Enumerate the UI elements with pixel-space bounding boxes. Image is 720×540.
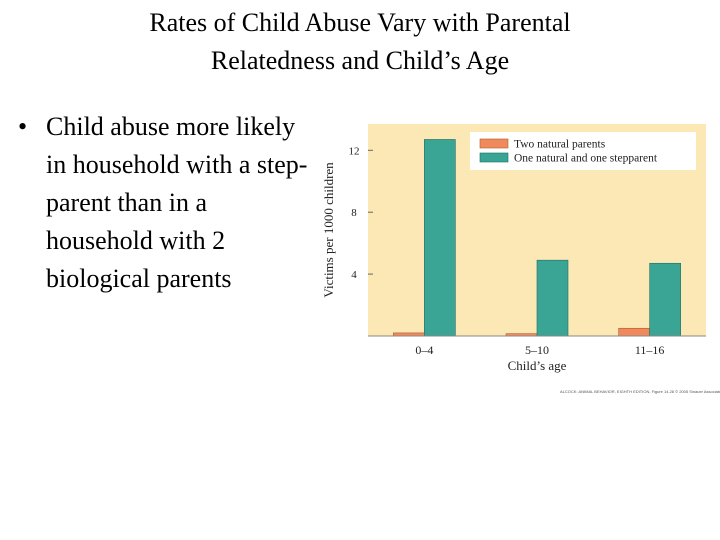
x-tick-label: 0–4	[415, 343, 433, 357]
legend: Two natural parents One natural and one …	[470, 132, 696, 170]
legend-label-two-natural: Two natural parents	[514, 139, 606, 151]
legend-swatch-stepparent	[479, 152, 509, 163]
bullet-marker: •	[18, 112, 28, 141]
bar-stepparent-3	[649, 262, 681, 337]
figure-credit: ALCOCK: ANIMAL BEHAVIOR, EIGHTH EDITION,…	[560, 389, 720, 394]
bullet-point: • Child abuse more likely in household w…	[18, 108, 308, 298]
x-tick-label: 11–16	[635, 343, 665, 357]
y-tick-label: 12	[349, 145, 360, 157]
legend-swatch-two-natural	[479, 138, 509, 149]
bar-stepparent-2	[536, 259, 569, 337]
title-line-2: Relatedness and Child’s Age	[210, 46, 510, 75]
legend-label-stepparent: One natural and one stepparent	[514, 153, 658, 165]
title-line-1: Rates of Child Abuse Vary with Parental	[149, 8, 571, 37]
bar-chart: Victims per 1000 children 4 8 12 0–4 5–10 11…	[321, 124, 706, 373]
x-axis-label: Child’s age	[508, 358, 567, 373]
legend-box	[470, 132, 696, 170]
y-axis-label: Victims per 1000 children	[321, 162, 336, 298]
slide-title: Rates of Child Abuse Vary with Parental …	[40, 4, 680, 80]
x-tick-label: 5–10	[525, 343, 549, 357]
bar-stepparent-1	[424, 139, 456, 337]
bullet-text: Child abuse more likely in household wit…	[46, 112, 308, 293]
y-tick-label: 8	[351, 207, 357, 219]
y-tick-label: 4	[351, 269, 357, 281]
bar-two-natural-3	[618, 327, 650, 337]
